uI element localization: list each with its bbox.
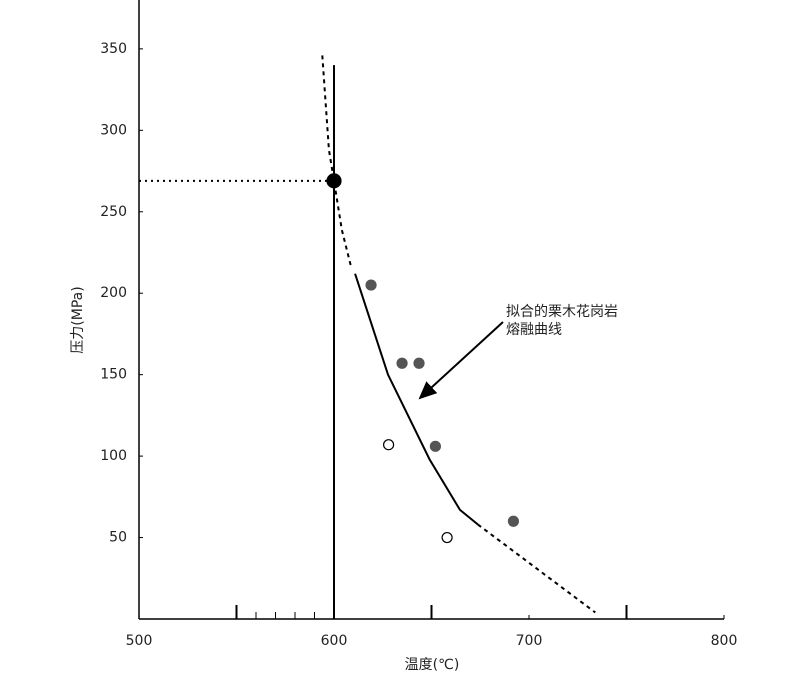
curve [354, 273, 479, 526]
curve [321, 55, 353, 270]
annotation-arrow [418, 321, 504, 400]
point [326, 173, 342, 189]
x-tick-label: 500 [126, 633, 153, 649]
y-tick-label: 200 [100, 285, 127, 301]
point [441, 531, 453, 544]
y-tick-label: 150 [100, 367, 127, 383]
y-tick-label: 300 [100, 122, 127, 138]
curve [477, 523, 596, 614]
y-tick-label: 50 [109, 530, 127, 546]
y-tick-label: 350 [100, 41, 127, 57]
x-tick-label: 800 [711, 633, 738, 649]
point [413, 357, 425, 369]
y-tick-label: 100 [100, 448, 127, 464]
point [396, 357, 408, 369]
point [507, 515, 520, 527]
point [429, 440, 441, 452]
annotation: 熔融曲线 [506, 322, 562, 338]
y-axis-label: 压力(MPa) [70, 286, 86, 353]
point [365, 279, 377, 291]
x-axis-label: 温度(℃) [405, 657, 460, 673]
annotation: 拟合的栗木花岗岩 [506, 304, 618, 320]
y-tick-label: 250 [100, 204, 127, 220]
x-tick-label: 600 [321, 633, 348, 649]
point [383, 439, 395, 451]
x-tick-label: 700 [516, 633, 543, 649]
